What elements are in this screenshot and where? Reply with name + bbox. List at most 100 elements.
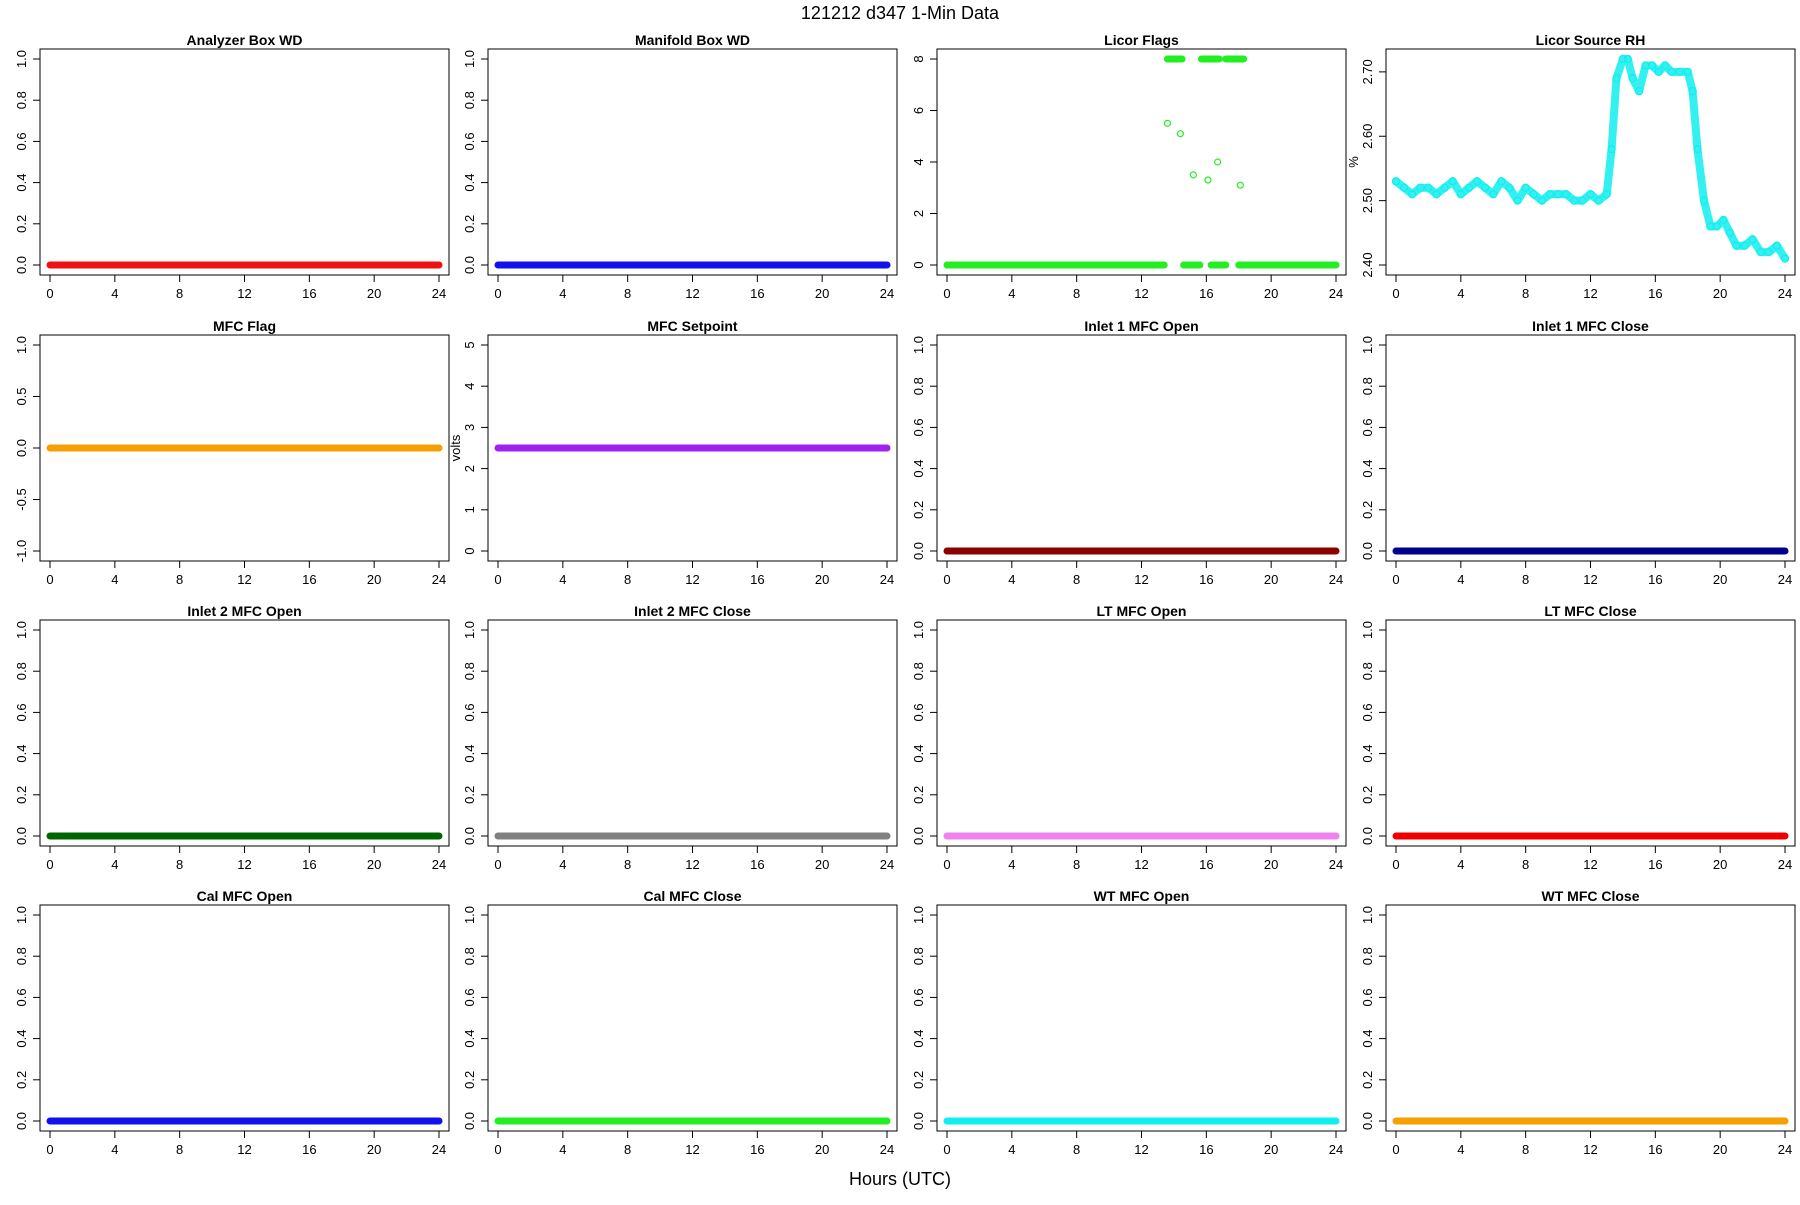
x-tick-label: 20 xyxy=(1264,572,1278,587)
plot-frame xyxy=(39,904,450,1132)
x-tick-label: 0 xyxy=(494,286,501,301)
data-point xyxy=(1545,190,1555,199)
data-point xyxy=(1513,196,1522,205)
x-tick-label: 12 xyxy=(1134,572,1148,587)
chart-panel: Inlet 2 MFC Close 0 4 8 12 16 20 24 0.0 0.2 0.4 0.6… xyxy=(462,603,898,872)
x-tick-label: 16 xyxy=(1199,572,1213,587)
x-tick-label: 12 xyxy=(685,857,699,872)
data-point xyxy=(1654,67,1663,77)
plot-frame xyxy=(39,619,450,847)
data-point xyxy=(1594,196,1603,205)
x-tick-label: 12 xyxy=(1583,1142,1597,1157)
y-tick-label: 0.8 xyxy=(14,91,29,109)
y-tick-label: 0.0 xyxy=(1360,827,1375,845)
y-tick-label: 1.0 xyxy=(14,50,29,68)
x-tick-label: 16 xyxy=(1648,1142,1662,1157)
x-tick-label: 24 xyxy=(1778,286,1792,301)
data-point xyxy=(1607,144,1616,154)
panel-title: Licor Source RH xyxy=(1536,32,1646,48)
y-tick-label: -0.5 xyxy=(14,488,29,510)
x-tick-label: 12 xyxy=(237,1142,251,1157)
y-tick-label: 5 xyxy=(462,341,477,348)
data-point xyxy=(1189,171,1197,179)
y-tick-label: 0.2 xyxy=(911,786,926,804)
y-tick-label: 2.60 xyxy=(1360,124,1375,149)
x-tick-label: 24 xyxy=(432,286,446,301)
x-tick-label: 12 xyxy=(1583,572,1597,587)
y-tick-label: 1.0 xyxy=(462,906,477,924)
data-point xyxy=(1748,235,1757,244)
panel-title: WT MFC Open xyxy=(1094,888,1190,904)
y-tick-label: 0.6 xyxy=(1360,418,1375,436)
x-tick-label: 20 xyxy=(367,857,381,872)
y-tick-label: 1.0 xyxy=(1360,621,1375,639)
data-point xyxy=(1780,254,1790,263)
plot-frame xyxy=(1385,904,1796,1132)
y-tick-label: 0.0 xyxy=(911,1112,926,1130)
data-point xyxy=(1537,196,1547,205)
x-tick-label: 4 xyxy=(1457,286,1464,301)
x-tick-label: 24 xyxy=(1778,572,1792,587)
data-point xyxy=(1667,67,1676,77)
x-tick-label: 24 xyxy=(880,857,894,872)
figure-title: 121212 d347 1-Min Data xyxy=(801,3,1000,23)
data-point xyxy=(1586,190,1595,199)
x-tick-label: 24 xyxy=(880,1142,894,1157)
x-tick-label: 4 xyxy=(559,286,566,301)
y-tick-label: 0.6 xyxy=(911,418,926,436)
y-tick-label: 2.40 xyxy=(1360,252,1375,277)
x-tick-label: 20 xyxy=(815,1142,829,1157)
x-tick-label: 24 xyxy=(1329,286,1343,301)
x-tick-label: 24 xyxy=(1329,1142,1343,1157)
panel-title: Inlet 2 MFC Open xyxy=(187,603,301,619)
y-tick-label: 0.8 xyxy=(14,662,29,680)
data-point xyxy=(1408,190,1417,199)
panel-title: Licor Flags xyxy=(1104,32,1179,48)
x-tick-label: 20 xyxy=(367,1142,381,1157)
x-tick-label: 8 xyxy=(176,1142,183,1157)
y-tick-label: 0.2 xyxy=(462,786,477,804)
y-tick-label: 1.0 xyxy=(462,50,477,68)
y-tick-label: 0.6 xyxy=(1360,703,1375,721)
chart-panel: Inlet 1 MFC Open 0 4 8 12 16 20 24 0.0 0.2 0.4 0.6 0… xyxy=(911,318,1347,587)
x-tick-label: 8 xyxy=(1073,1142,1080,1157)
panel-title: MFC Setpoint xyxy=(647,318,738,334)
y-tick-label: 4 xyxy=(462,383,477,390)
chart-panel: Inlet 1 MFC Close 0 4 8 12 16 20 24 0.0 0.2 0.4 0.6… xyxy=(1360,318,1796,587)
x-tick-label: 4 xyxy=(111,286,118,301)
panel-title: Inlet 1 MFC Open xyxy=(1084,318,1198,334)
data-point xyxy=(1578,196,1587,205)
panel-title: LT MFC Open xyxy=(1097,603,1187,619)
x-tick-label: 16 xyxy=(302,857,316,872)
x-tick-label: 20 xyxy=(815,857,829,872)
x-tick-label: 4 xyxy=(1008,286,1015,301)
x-tick-label: 8 xyxy=(176,286,183,301)
y-tick-label: 3 xyxy=(462,424,477,431)
plot-frame xyxy=(487,904,898,1132)
panel-title: Cal MFC Close xyxy=(643,888,741,904)
panel-title: WT MFC Close xyxy=(1542,888,1640,904)
y-tick-label: 0.6 xyxy=(14,703,29,721)
x-tick-label: 20 xyxy=(367,572,381,587)
x-tick-label: 12 xyxy=(237,857,251,872)
data-point xyxy=(1675,67,1684,77)
data-point xyxy=(1756,247,1765,257)
y-tick-label: 0.4 xyxy=(1360,460,1375,478)
x-tick-label: 16 xyxy=(1199,286,1213,301)
x-tick-label: 4 xyxy=(1457,857,1464,872)
data-point xyxy=(1464,183,1474,192)
x-tick-label: 20 xyxy=(1713,1142,1727,1157)
y-tick-label: 0.6 xyxy=(462,703,477,721)
y-tick-label: 0.8 xyxy=(911,377,926,395)
data-point xyxy=(1725,228,1735,237)
panel-title: Analyzer Box WD xyxy=(187,32,303,48)
plot-frame xyxy=(936,334,1347,562)
y-tick-label: 0.6 xyxy=(462,132,477,150)
x-tick-label: 16 xyxy=(750,857,764,872)
plot-frame xyxy=(39,48,450,276)
y-tick-label: 0.2 xyxy=(1360,1071,1375,1089)
x-tick-label: 16 xyxy=(1199,1142,1213,1157)
y-tick-label: 0.5 xyxy=(14,387,29,405)
x-tick-label: 0 xyxy=(494,572,501,587)
